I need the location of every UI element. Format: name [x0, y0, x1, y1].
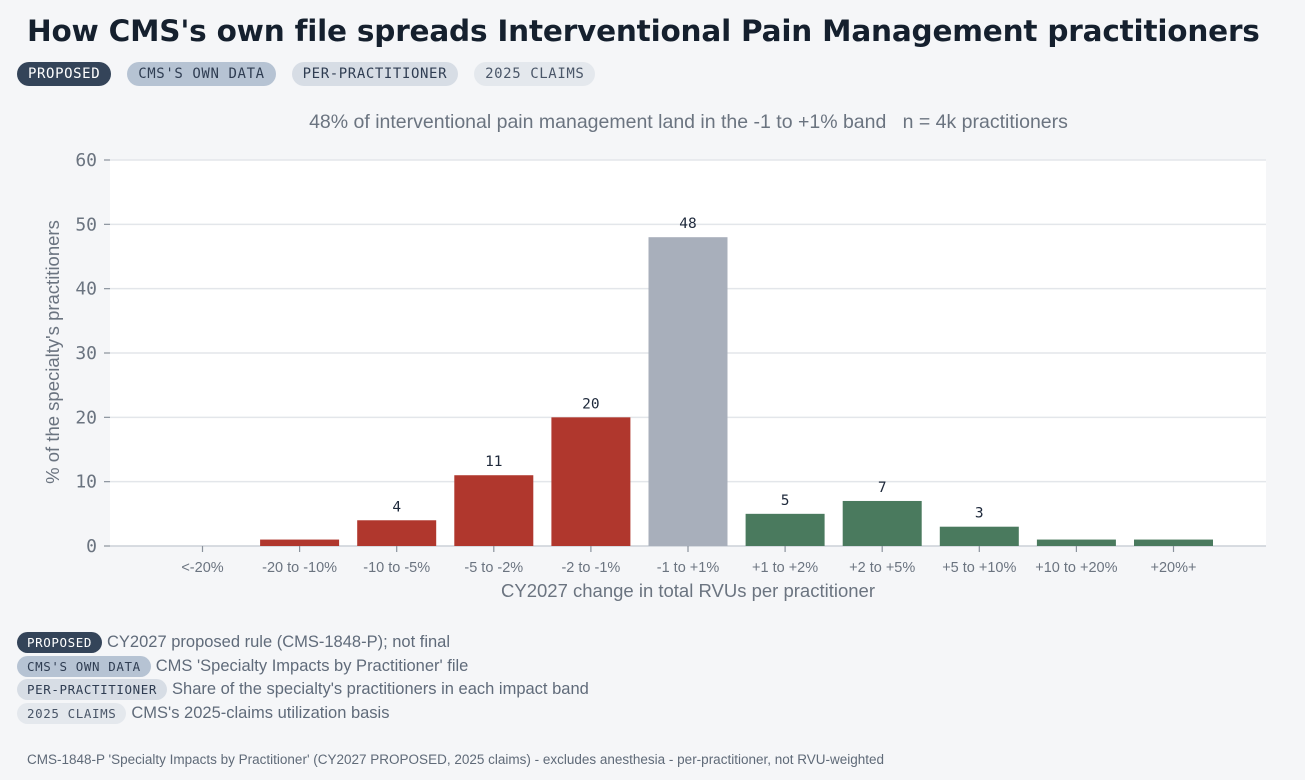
chart-subtitle: 48% of interventional pain management la…: [309, 111, 1068, 133]
legend: PROPOSED CY2027 proposed rule (CMS-1848-…: [17, 631, 589, 725]
x-tick-label: -2 to -1%: [561, 560, 620, 576]
y-tick-label: 10: [75, 472, 97, 493]
y-tick-label: 20: [75, 407, 97, 428]
legend-text-proposed: CY2027 proposed rule (CMS-1848-P); not f…: [107, 633, 451, 652]
data-label: 4: [392, 499, 401, 515]
legend-text-2025-claims: CMS's 2025-claims utilization basis: [131, 703, 390, 722]
y-tick-label: 60: [75, 150, 97, 171]
legend-item-cms-own-data: CMS'S OWN DATA CMS 'Specialty Impacts by…: [17, 655, 589, 679]
data-label: 5: [781, 493, 790, 509]
x-tick-label: +5 to +10%: [942, 560, 1016, 576]
tag-cms-own-data: CMS'S OWN DATA: [127, 62, 276, 86]
legend-tag-per-practitioner: PER-PRACTITIONER: [17, 679, 168, 701]
data-label: 3: [975, 506, 984, 522]
x-axis-title: CY2027 change in total RVUs per practiti…: [501, 580, 875, 601]
x-tick-label: +2 to +5%: [849, 560, 915, 576]
tag-per-practitioner: PER-PRACTITIONER: [291, 62, 459, 86]
bar: [1036, 539, 1116, 546]
y-tick-label: 0: [86, 536, 97, 557]
legend-tag-cms-own-data: CMS'S OWN DATA: [17, 655, 151, 677]
data-label: 20: [582, 396, 599, 412]
x-tick-label: -5 to -2%: [464, 560, 523, 576]
data-label: 7: [878, 480, 887, 496]
legend-tag-proposed: PROPOSED: [17, 632, 103, 654]
tag-row: PROPOSED CMS'S OWN DATA PER-PRACTITIONER…: [17, 62, 596, 86]
x-tick-label: <-20%: [181, 560, 223, 576]
x-tick-label: -1 to +1%: [657, 560, 720, 576]
bar: [551, 417, 631, 546]
bar: [842, 500, 922, 546]
y-tick-label: 30: [75, 343, 97, 364]
tag-proposed: PROPOSED: [17, 62, 112, 86]
bar: [939, 526, 1019, 546]
legend-tag-2025-claims: 2025 CLAIMS: [17, 702, 127, 724]
x-tick-label: +1 to +2%: [752, 560, 818, 576]
y-tick-label: 50: [75, 214, 97, 235]
chart-title: How CMS's own file spreads Interventiona…: [27, 14, 1260, 48]
legend-item-per-practitioner: PER-PRACTITIONER Share of the specialty'…: [17, 678, 589, 702]
legend-text-per-practitioner: Share of the specialty's practitioners i…: [172, 680, 589, 699]
bar-chart: 0 10 20 30 40 50 60 <-20% -20 to -10% 4 -10 to -5%…: [42, 111, 1266, 601]
legend-item-2025-claims: 2025 CLAIMS CMS's 2025-claims utilizatio…: [17, 702, 589, 726]
legend-text-cms-own-data: CMS 'Specialty Impacts by Practitioner' …: [155, 656, 469, 675]
x-tick-label: +10 to +20%: [1035, 560, 1117, 576]
legend-item-proposed: PROPOSED CY2027 proposed rule (CMS-1848-…: [17, 631, 589, 655]
bar: [454, 475, 534, 546]
bar: [357, 520, 437, 546]
bar: [1134, 539, 1213, 546]
x-tick-label: -10 to -5%: [363, 560, 430, 576]
bar: [648, 237, 728, 546]
footnote: CMS-1848-P 'Specialty Impacts by Practit…: [27, 752, 885, 767]
tag-2025-claims: 2025 CLAIMS: [474, 62, 596, 86]
y-axis-title: % of the specialty's practitioners: [42, 220, 63, 484]
y-tick-label: 40: [75, 279, 97, 300]
bar: [260, 539, 340, 546]
data-label: 11: [485, 454, 502, 470]
bar: [745, 513, 825, 546]
data-label: 48: [679, 216, 696, 232]
x-tick-label: +20%+: [1151, 560, 1197, 576]
x-tick-label: -20 to -10%: [262, 560, 337, 576]
